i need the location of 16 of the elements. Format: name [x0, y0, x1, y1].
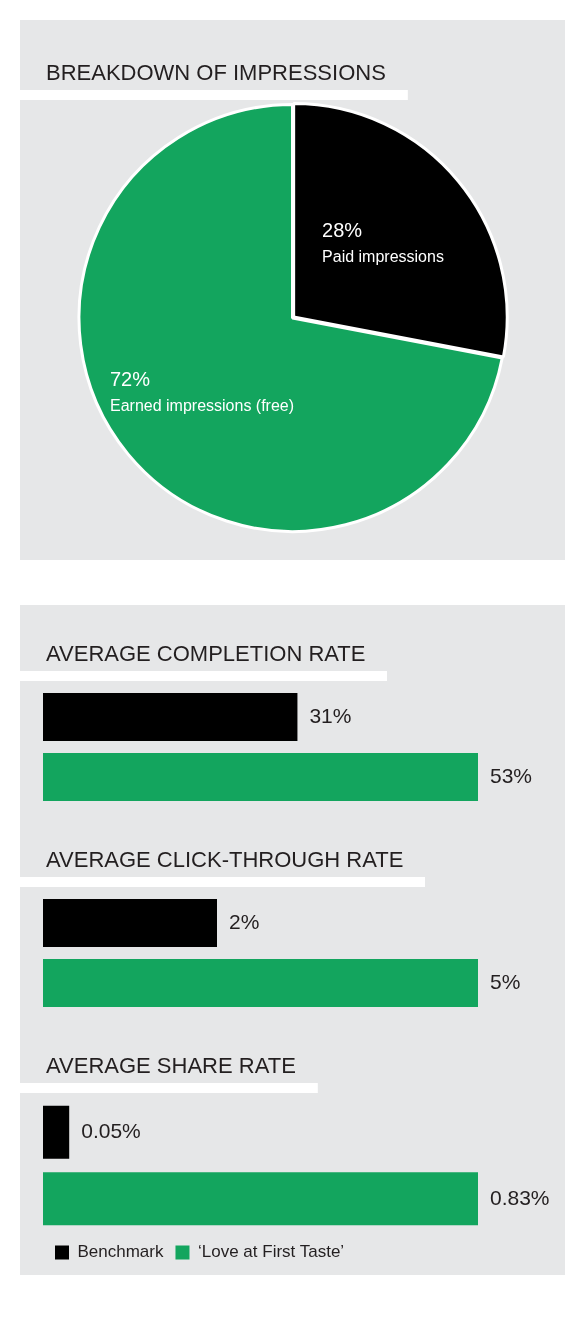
slice-label: Earned impressions (free)	[109, 397, 295, 415]
chart-title: BREAKDOWN OF IMPRESSIONS	[45, 60, 387, 87]
data-label: 72%	[109, 368, 151, 391]
chart-title: AVERAGE COMPLETION RATE	[45, 641, 367, 668]
slice-label: Paid impressions	[322, 247, 444, 265]
legend-label: Benchmark	[77, 1242, 164, 1262]
data-label: 53%	[490, 763, 533, 787]
legend-label: ‘Love at First Taste’	[197, 1242, 345, 1262]
data-label: 5%	[490, 969, 521, 993]
data-label: 0.05%	[81, 1119, 141, 1143]
data-label: 0.83%	[490, 1185, 550, 1209]
data-label: 31%	[309, 703, 352, 727]
data-label: 28%	[322, 218, 363, 241]
data-label: 2%	[229, 909, 260, 933]
chart-title: AVERAGE SHARE RATE	[45, 1053, 297, 1080]
chart-title: AVERAGE CLICK-THROUGH RATE	[45, 847, 405, 874]
